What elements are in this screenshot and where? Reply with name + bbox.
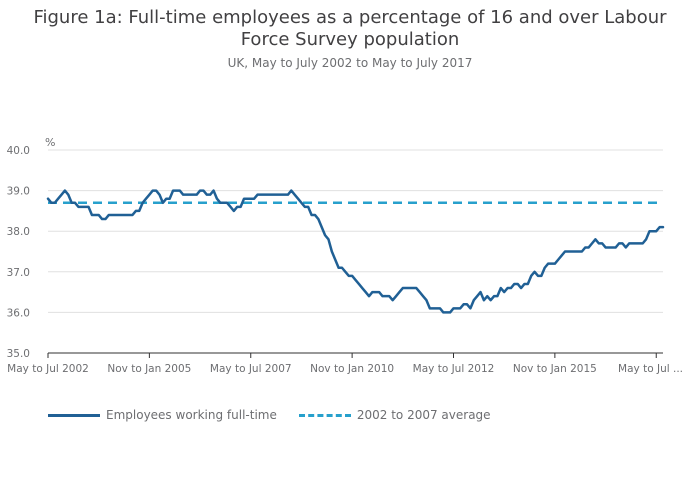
legend-label-full-time: Employees working full-time — [106, 408, 277, 422]
x-tick-label: Nov to Jan 2005 — [107, 363, 191, 375]
y-tick-label: 38.0 — [7, 226, 30, 238]
x-tick-label: Nov to Jan 2010 — [310, 363, 394, 375]
y-tick-label: 36.0 — [7, 307, 30, 319]
y-axis: 35.0 36.0 37.0 38.0 39.0 40.0% — [7, 136, 56, 360]
series-layer — [46, 189, 665, 314]
chart-title-line-2: Force Survey population — [240, 29, 460, 50]
x-tick-label: May to Jul 2002 — [7, 363, 89, 375]
series-line-full-time — [46, 189, 665, 314]
x-tick-label: May to Jul 2012 — [413, 363, 495, 375]
y-axis-unit-label: % — [45, 136, 55, 149]
x-tick-label: Nov to Jan 2015 — [513, 363, 597, 375]
y-tick-label: 39.0 — [7, 186, 30, 198]
legend-swatch-dashed — [298, 413, 351, 417]
x-tick-label: May to Jul ... — [618, 363, 683, 375]
x-axis: May to Jul 2002 Nov to Jan 2005 May to Jul… — [7, 352, 683, 375]
y-tick-label: 37.0 — [7, 267, 30, 279]
x-tick-label: May to Jul 2007 — [210, 363, 292, 375]
legend-item-average[interactable]: 2002 to 2007 average — [298, 408, 491, 422]
y-tick-label: 35.0 — [7, 348, 30, 360]
chart-subtitle: UK, May to July 2002 to May to July 2017 — [227, 56, 473, 70]
legend: Employees working full-time 2002 to 2007… — [48, 408, 513, 422]
legend-swatch-solid — [48, 413, 100, 417]
grid-lines — [48, 149, 663, 313]
legend-item-full-time[interactable]: Employees working full-time — [48, 408, 277, 422]
chart-title: Figure 1a: Full-time employees as a perc… — [0, 7, 700, 51]
chart-title-line-1: Figure 1a: Full-time employees as a perc… — [33, 7, 667, 28]
y-tick-label: 40.0 — [7, 145, 30, 157]
legend-label-average: 2002 to 2007 average — [356, 408, 491, 422]
